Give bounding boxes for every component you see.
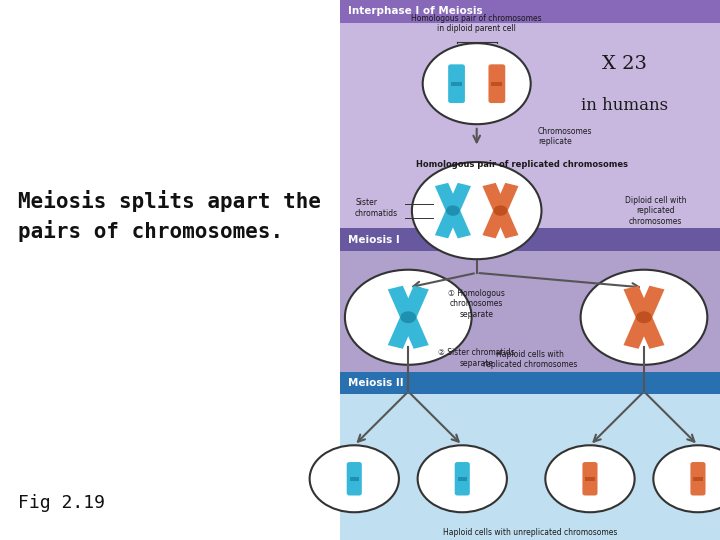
Text: Meiosis splits apart the
pairs of chromosomes.: Meiosis splits apart the pairs of chromo… [18,191,321,241]
Text: Homologous pair of chromosomes
in diploid parent cell: Homologous pair of chromosomes in diploi… [411,14,542,33]
Polygon shape [446,209,471,238]
Bar [458,477,467,481]
Bar [340,228,720,251]
Circle shape [580,269,707,365]
Circle shape [400,311,416,323]
Text: Fig 2.19: Fig 2.19 [18,494,105,512]
Circle shape [423,43,531,124]
Polygon shape [624,286,652,319]
Text: Meiosis I: Meiosis I [348,235,400,245]
Polygon shape [388,286,415,319]
Bar [491,82,503,86]
Polygon shape [482,183,507,212]
FancyBboxPatch shape [448,64,465,103]
FancyBboxPatch shape [455,462,470,496]
Text: Interphase I of Meiosis: Interphase I of Meiosis [348,6,483,16]
Text: Homologous pair of replicated chromosomes: Homologous pair of replicated chromosome… [416,160,629,169]
Circle shape [310,446,399,512]
Polygon shape [636,315,665,349]
Circle shape [636,311,652,323]
Text: X 23: X 23 [603,55,647,73]
Bar [451,82,462,86]
Text: Diploid cell with
replicated
chromosomes: Diploid cell with replicated chromosomes [625,195,686,226]
Circle shape [418,446,507,512]
Text: Haploid cells with
replicated chromosomes: Haploid cells with replicated chromosome… [482,350,577,369]
Text: Sister
chromatids: Sister chromatids [355,198,398,218]
Bar [693,477,703,481]
Bar [340,0,720,251]
FancyBboxPatch shape [582,462,598,496]
Text: Haploid cells with unreplicated chromosomes: Haploid cells with unreplicated chromoso… [443,528,617,537]
Polygon shape [401,315,428,349]
FancyBboxPatch shape [690,462,706,496]
Circle shape [345,269,472,365]
Bar [585,477,595,481]
Polygon shape [624,315,652,349]
Circle shape [446,205,460,216]
Text: Meiosis II: Meiosis II [348,378,404,388]
Polygon shape [494,209,518,238]
Polygon shape [446,183,471,212]
FancyBboxPatch shape [488,64,505,103]
Circle shape [545,446,634,512]
Bar [350,477,359,481]
Text: Chromosomes
replicate: Chromosomes replicate [538,127,593,146]
FancyBboxPatch shape [347,462,362,496]
Polygon shape [401,286,428,319]
Bar [340,394,720,540]
Polygon shape [388,315,415,349]
Polygon shape [482,209,507,238]
Circle shape [493,205,508,216]
Text: in humans: in humans [581,97,669,114]
Text: ② Sister chromatids
separate: ② Sister chromatids separate [438,348,515,368]
Text: ① Homologous
chromosomes
separate: ① Homologous chromosomes separate [449,289,505,319]
Polygon shape [636,286,665,319]
Circle shape [412,162,541,259]
Circle shape [653,446,720,512]
Bar [340,0,720,23]
Bar [340,251,720,394]
Polygon shape [435,183,459,212]
Bar [340,372,720,394]
Polygon shape [435,209,459,238]
Polygon shape [494,183,518,212]
